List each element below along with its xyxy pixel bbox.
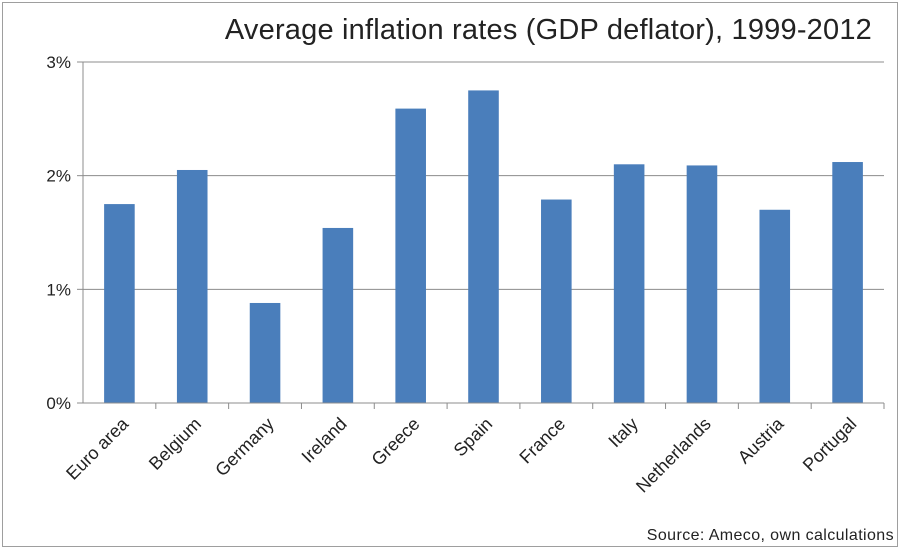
chart-title: Average inflation rates (GDP deflator), … <box>224 14 872 46</box>
x-tick-label: Greece <box>368 414 424 470</box>
x-tick-label: Austria <box>734 413 788 467</box>
x-tick-label: Euro area <box>62 413 133 484</box>
x-tick-label: Ireland <box>298 414 351 467</box>
bar <box>759 209 791 403</box>
x-tick-label: Germany <box>211 414 277 480</box>
bar <box>104 204 135 403</box>
bar <box>322 227 354 403</box>
bar <box>468 90 499 404</box>
bar <box>613 164 645 403</box>
bar <box>249 302 281 403</box>
x-tick-label: Italy <box>604 414 641 451</box>
chart-source: Source: Ameco, own calculations <box>646 527 894 544</box>
x-tick-label: Spain <box>450 414 497 461</box>
x-tick-label: Belgium <box>145 414 205 474</box>
bar <box>832 162 863 403</box>
bar <box>686 165 718 403</box>
x-tick-label: Portugal <box>799 414 861 476</box>
x-tick-label: Netherlands <box>632 414 715 497</box>
y-tick-label: 1% <box>46 280 71 299</box>
x-tick-label: France <box>515 414 569 468</box>
y-tick-label: 3% <box>46 53 71 72</box>
bar <box>395 108 426 403</box>
bar <box>541 199 572 403</box>
y-tick-label: 0% <box>46 394 71 413</box>
bar <box>176 169 208 403</box>
y-tick-label: 2% <box>46 167 71 186</box>
